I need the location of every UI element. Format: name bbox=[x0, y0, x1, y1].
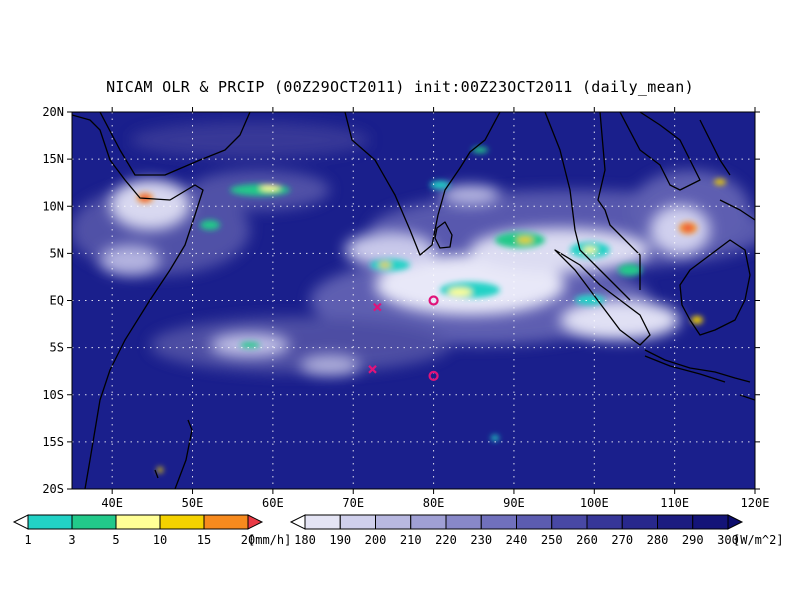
lat-label: 15S bbox=[42, 435, 64, 449]
marker-layer bbox=[368, 295, 439, 381]
colorbar-swatch bbox=[27, 514, 73, 530]
lat-label: 10N bbox=[42, 199, 64, 213]
colorbar-unit: [W/m^2] bbox=[733, 533, 784, 547]
axis-ticks bbox=[67, 107, 760, 494]
lat-label: 10S bbox=[42, 388, 64, 402]
colorbar-swatch bbox=[516, 514, 553, 530]
colorbar-label: 290 bbox=[682, 533, 704, 547]
marker-o bbox=[428, 295, 439, 306]
colorbar-label: 15 bbox=[197, 533, 211, 547]
colorbar-swatch bbox=[410, 514, 447, 530]
colorbar-swatch bbox=[480, 514, 517, 530]
marker-o bbox=[428, 370, 439, 381]
colorbar-label: 210 bbox=[400, 533, 422, 547]
colorbar-label: 190 bbox=[329, 533, 351, 547]
graticule bbox=[72, 112, 755, 489]
lat-tick-labels: 20N 15N 10N 5N EQ 5S 10S 15S 20S bbox=[42, 105, 64, 496]
colorbar-swatch bbox=[375, 514, 412, 530]
coastlines bbox=[72, 112, 755, 489]
colorbar-label: 270 bbox=[611, 533, 633, 547]
lat-label: 5N bbox=[50, 246, 64, 260]
lon-label: 100E bbox=[580, 496, 609, 510]
marker-x bbox=[373, 302, 382, 312]
lat-label: 20N bbox=[42, 105, 64, 119]
colorbar-label: 1 bbox=[24, 533, 31, 547]
colorbar-unit: [mm/h] bbox=[248, 533, 291, 547]
lat-label: 15N bbox=[42, 152, 64, 166]
colorbar-swatch bbox=[657, 514, 694, 530]
colorbar-end-high bbox=[247, 514, 264, 530]
colorbar-label: 260 bbox=[576, 533, 598, 547]
colorbar-label: 20 bbox=[241, 533, 255, 547]
colorbar-label: 230 bbox=[470, 533, 492, 547]
colorbar-label: 5 bbox=[112, 533, 119, 547]
colorbar-swatch bbox=[621, 514, 658, 530]
marker-x bbox=[368, 365, 377, 374]
lat-label: EQ bbox=[50, 294, 64, 308]
colorbar-end-low bbox=[12, 514, 29, 530]
colorbar-swatch bbox=[445, 514, 482, 530]
colorbar-label: 300 bbox=[717, 533, 739, 547]
colorbar-swatch bbox=[71, 514, 117, 530]
colorbar-swatch bbox=[339, 514, 376, 530]
lon-tick-labels: 40E 50E 60E 70E 80E 90E 100E 110E 120E bbox=[101, 496, 769, 510]
colorbar-swatch bbox=[692, 514, 729, 530]
colorbar-label: 280 bbox=[647, 533, 669, 547]
lon-label: 40E bbox=[101, 496, 123, 510]
map-area bbox=[72, 112, 755, 489]
colorbar-label: 10 bbox=[153, 533, 167, 547]
colorbar-swatch bbox=[115, 514, 161, 530]
chart-title: NICAM OLR & PRCIP (00Z29OCT2011) init:00… bbox=[106, 78, 694, 96]
colorbar-end-high bbox=[727, 514, 744, 530]
colorbar-swatch bbox=[203, 514, 249, 530]
colorbar-label: 240 bbox=[506, 533, 528, 547]
lon-label: 80E bbox=[423, 496, 445, 510]
colorbar-swatch bbox=[159, 514, 205, 530]
colorbar-label: 250 bbox=[541, 533, 563, 547]
lon-label: 110E bbox=[660, 496, 689, 510]
lat-label: 5S bbox=[50, 341, 64, 355]
colorbar-label: 220 bbox=[435, 533, 457, 547]
colorbar-swatch bbox=[586, 514, 623, 530]
colorbar-end-low bbox=[289, 514, 306, 530]
colorbar-label: 3 bbox=[68, 533, 75, 547]
lon-label: 70E bbox=[342, 496, 364, 510]
precip-cells bbox=[137, 147, 726, 473]
lon-label: 120E bbox=[741, 496, 770, 510]
lat-label: 20S bbox=[42, 482, 64, 496]
colorbar-label: 200 bbox=[365, 533, 387, 547]
colorbar-label: 180 bbox=[294, 533, 316, 547]
colorbar-swatch bbox=[551, 514, 588, 530]
lon-label: 90E bbox=[503, 496, 525, 510]
precip-colorbar: 1 3 5 10 15 20[mm/h] bbox=[12, 514, 291, 547]
lon-label: 60E bbox=[262, 496, 284, 510]
olr-colorbar: 180 190 200 210 220 230 240 250 260 270 280 290 300[… bbox=[289, 514, 784, 547]
colorbar-swatch bbox=[304, 514, 341, 530]
lon-label: 50E bbox=[182, 496, 204, 510]
